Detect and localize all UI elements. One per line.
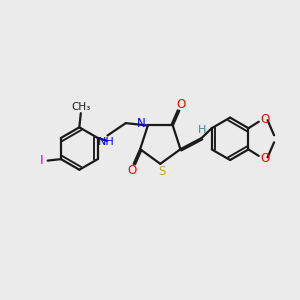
Text: NH: NH xyxy=(98,137,114,147)
Text: N: N xyxy=(137,117,146,130)
Text: O: O xyxy=(176,98,185,111)
Text: H: H xyxy=(197,125,206,135)
Text: O: O xyxy=(260,113,269,126)
Text: O: O xyxy=(128,164,137,177)
Text: S: S xyxy=(158,165,166,178)
Text: O: O xyxy=(260,152,269,165)
Text: CH₃: CH₃ xyxy=(71,102,90,112)
Text: I: I xyxy=(39,154,43,167)
